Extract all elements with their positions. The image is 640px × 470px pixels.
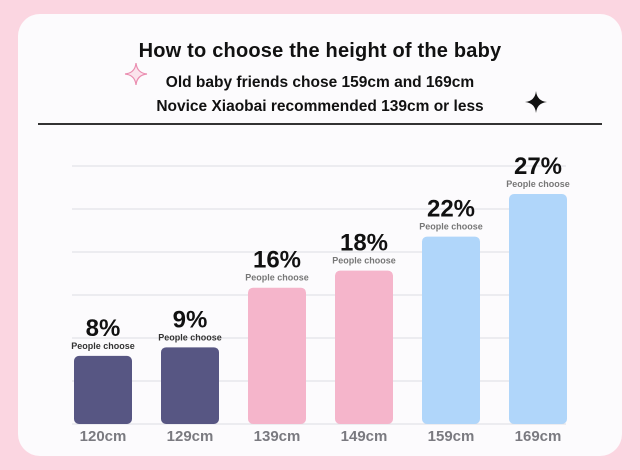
x-tick-label: 169cm (515, 428, 562, 445)
chart-card: How to choose the height of the baby Old… (18, 14, 622, 456)
bar-caption: People choose (158, 332, 222, 342)
data-label: 18% (340, 230, 388, 257)
data-label: 8% (86, 315, 121, 342)
data-label: 9% (173, 306, 208, 333)
bar-120cm (74, 355, 132, 424)
sparkle-icon (525, 91, 547, 113)
x-tick-label: 139cm (254, 428, 301, 445)
header-divider (38, 123, 602, 125)
sparkle-icon (124, 62, 148, 86)
bar-caption: People choose (332, 256, 396, 266)
bar-caption: People choose (71, 341, 135, 351)
x-tick-label: 149cm (341, 428, 388, 445)
bar-159cm (422, 236, 480, 424)
bar-149cm (335, 270, 393, 424)
x-tick-label: 120cm (80, 428, 127, 445)
bar-129cm (161, 347, 219, 424)
bar-139cm (248, 287, 306, 424)
x-tick-label: 129cm (167, 428, 214, 445)
data-label: 16% (253, 247, 301, 274)
bar-caption: People choose (419, 222, 483, 232)
chart-subtitle-2: Novice Xiaobai recommended 139cm or less (156, 98, 484, 115)
chart-title: How to choose the height of the baby (138, 40, 502, 62)
bar-caption: People choose (245, 273, 309, 283)
data-label: 22% (427, 196, 475, 223)
chart-subtitle-1: Old baby friends chose 159cm and 169cm (165, 74, 475, 91)
data-label: 27% (514, 153, 562, 180)
bar-caption: People choose (506, 179, 570, 189)
bar-169cm (509, 194, 567, 424)
x-tick-label: 159cm (428, 428, 475, 445)
